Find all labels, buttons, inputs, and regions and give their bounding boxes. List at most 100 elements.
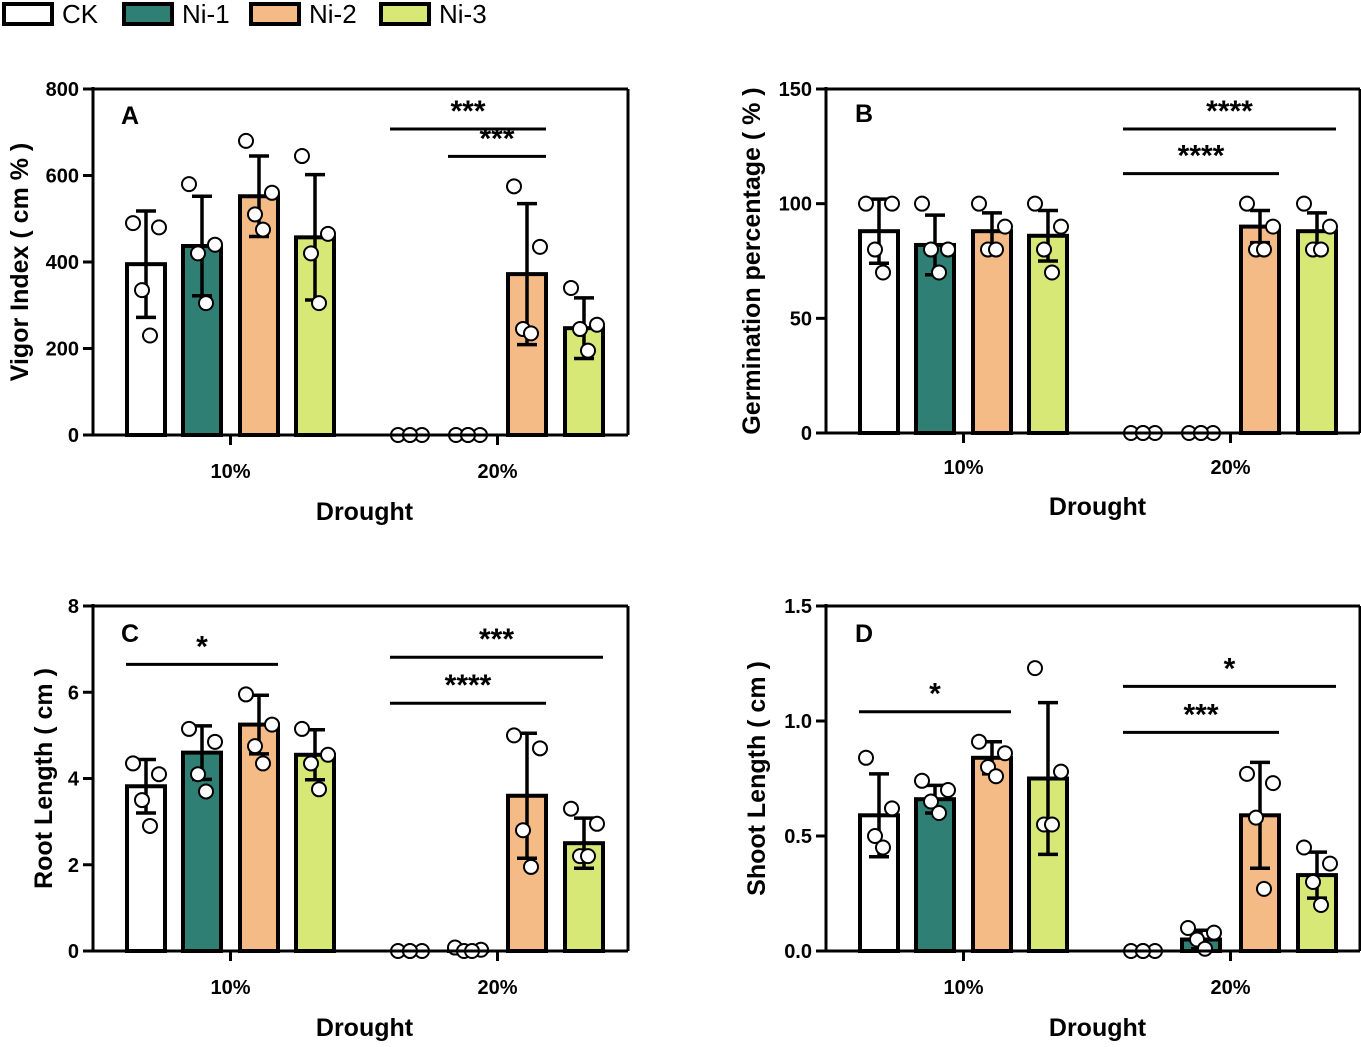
data-point-ni-2-20pct: [1265, 775, 1281, 792]
series-ni-2: [971, 195, 1281, 435]
x-tick-label-10pct: 10%: [943, 977, 983, 999]
y-tick-label: 0.0: [784, 941, 812, 963]
data-point-ni-3-10pct: [1027, 195, 1043, 212]
data-point-ni-3-20pct: [1313, 897, 1329, 913]
data-point-ni-2-20pct: [1248, 809, 1264, 826]
data-point-ni-2-10pct: [971, 733, 987, 750]
data-point-ni-1-10pct: [207, 236, 223, 253]
series-ni-3: [294, 148, 605, 437]
significance-label: ***: [450, 95, 485, 128]
data-point-ni-2-20pct: [532, 238, 548, 255]
series-ck: [125, 209, 430, 443]
y-tick-label: 200: [46, 339, 79, 361]
data-point-ni-3-20pct: [1313, 241, 1329, 258]
data-point-ni-3-10pct: [294, 720, 310, 737]
data-point-ni-2-10pct: [988, 241, 1004, 258]
data-point-ni-2-10pct: [997, 745, 1013, 762]
data-point-ck-10pct: [151, 219, 167, 236]
data-point-ni-1-10pct: [923, 241, 939, 258]
significance-label: ****: [1206, 95, 1253, 128]
data-point-ni-2-20pct: [1239, 765, 1255, 782]
data-point-ni-2-20pct: [532, 740, 548, 757]
data-point-ni-2-20pct: [1256, 880, 1272, 897]
panel-letter: C: [121, 620, 139, 648]
y-tick-label: 400: [46, 252, 79, 274]
y-tick-label: 1.0: [784, 711, 812, 733]
data-point-ni-2-10pct: [238, 132, 254, 149]
data-point-ni-3-20pct: [580, 342, 596, 359]
data-point-ck-10pct: [151, 766, 167, 783]
data-point-ni-2-10pct: [997, 218, 1013, 235]
data-point-ni-1-10pct: [914, 772, 930, 789]
error-bar-ck-10pct: [136, 209, 156, 320]
data-point-ck-10pct: [125, 215, 141, 232]
data-point-ni-3-20pct: [563, 800, 579, 817]
data-point-ni-2-10pct: [255, 221, 271, 238]
bar-ni-2-10pct: [971, 229, 1013, 435]
panel-d: 0.0 0.5 1.0 1.5 10% 20% Drought Shoot Length ( …: [743, 596, 1361, 1042]
significance-20pct-ck-ni-2: ***: [390, 95, 546, 131]
data-point-ni-2-20pct: [506, 178, 522, 195]
axes: 0 2 4 6 8 10% 20%: [68, 596, 630, 999]
data-point-ni-3-10pct: [320, 746, 336, 763]
series-ni-1: [914, 772, 1222, 957]
y-tick-label: 0: [68, 941, 79, 963]
x-axis-title: Drought: [316, 1014, 414, 1042]
series-ni-3: [1027, 195, 1338, 435]
y-tick-label: 150: [779, 79, 812, 101]
data-point-ni-2-10pct: [264, 184, 280, 201]
x-tick-label-10pct: 10%: [943, 457, 983, 479]
y-axis-title: Shoot Length ( cm ): [743, 661, 771, 896]
x-tick-label-20pct: 20%: [477, 977, 517, 999]
series-ni-2: [238, 686, 548, 953]
panel-a: 0 200 400 600 800 10% 20% Drought Vigor Index ( …: [6, 79, 630, 526]
data-point-ck-10pct: [867, 828, 883, 844]
data-point-ck-10pct: [142, 817, 158, 834]
data-point-ni-3-20pct: [563, 279, 579, 296]
y-tick-label: 0.5: [784, 826, 812, 848]
data-point-ni-2-10pct: [971, 195, 987, 212]
data-point-ck-10pct: [134, 792, 150, 809]
significance-label: *: [196, 630, 208, 663]
data-point-ni-3-10pct: [1053, 218, 1069, 235]
panel-letter: D: [855, 620, 873, 648]
data-point-ni-3-20pct: [1322, 218, 1338, 235]
data-point-ni-2-20pct: [515, 822, 531, 839]
data-point-ni-1-10pct: [207, 733, 223, 750]
bar-ni-1-10pct: [181, 750, 223, 953]
significance-20pct-ck-ni-2: ****: [1123, 140, 1279, 176]
data-point-ni-2-10pct: [247, 206, 263, 223]
data-point-ni-3-20pct: [572, 321, 588, 338]
x-tick-label-20pct: 20%: [477, 461, 517, 483]
data-point-ck-10pct: [875, 264, 891, 281]
significance-label: ***: [479, 122, 514, 155]
data-point-ni-2-10pct: [264, 716, 280, 733]
significance-20pct-ni-1-ni-2: ***: [448, 122, 546, 158]
significance-label: *: [1224, 652, 1236, 685]
significance-label: ***: [1183, 698, 1218, 731]
significance-20pct-ck-ni-2: ****: [390, 669, 546, 705]
data-point-ni-2-10pct: [255, 755, 271, 772]
legend-item-ck: CK: [2, 0, 99, 29]
data-point-ni-2-20pct: [1239, 195, 1255, 212]
data-point-ck-10pct: [858, 195, 874, 212]
significance-label: ****: [445, 669, 492, 702]
data-point-ck-10pct: [134, 282, 150, 299]
bar-ni-2-10pct: [971, 755, 1013, 953]
y-tick-label: 0: [68, 425, 79, 447]
data-point-ni-3-20pct: [1305, 874, 1321, 890]
x-tick-label-10pct: 10%: [210, 461, 250, 483]
panel-letter: A: [121, 102, 139, 130]
series-ni-2: [971, 733, 1281, 953]
y-tick-label: 2: [68, 855, 79, 877]
y-axis-title: Vigor Index ( cm % ): [6, 143, 34, 381]
series-ni-2: [238, 132, 548, 437]
series-ni-1: [181, 176, 488, 443]
data-point-ni-1-10pct: [190, 245, 206, 262]
significance-10pct-ck-ni-2: *: [126, 630, 278, 666]
y-tick-label: 1.5: [784, 596, 812, 618]
x-axis-title: Drought: [1049, 493, 1147, 521]
legend-swatch-ni-3: [379, 2, 431, 26]
data-point-ni-1-10pct: [914, 195, 930, 212]
